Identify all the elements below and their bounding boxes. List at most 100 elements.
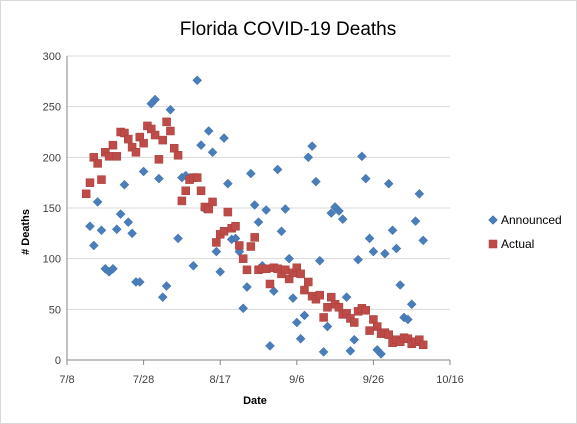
x-tick-label: 9/26 [363,374,384,386]
y-tick-label: 250 [43,102,61,114]
data-point-announced [364,233,375,244]
legend: Announced Actual [488,213,562,251]
data-point-announced [207,147,218,158]
legend-marker-announced [488,215,498,225]
data-point-actual [319,313,328,322]
x-tick-labels: 7/8 7/28 8/17 9/6 9/26 10/16 [59,374,463,386]
data-point-announced [406,299,417,310]
x-tick-label: 7/28 [133,374,154,386]
y-tick-label: 100 [43,254,61,266]
data-point-actual [418,340,428,350]
data-point-actual [384,330,393,339]
data-point-announced [357,151,367,162]
data-point-actual [104,152,114,161]
data-point-actual [108,140,118,150]
data-point-announced [295,333,306,344]
data-point-announced [376,349,386,359]
data-point-actual [372,322,382,331]
data-point-actual [177,196,187,206]
data-point-announced [261,205,272,215]
data-point-actual [242,265,252,275]
y-tick-label: 50 [49,304,61,316]
data-point-announced [314,255,325,266]
data-point-actual [238,254,248,263]
data-point-actual [334,303,344,312]
data-point-announced [349,334,360,345]
data-point-actual [265,279,275,289]
x-tick-label: 7/8 [59,374,74,386]
x-tick-label: 8/17 [209,374,230,386]
data-point-announced [418,235,429,246]
data-point-actual [169,143,179,153]
data-point-actual [196,186,206,196]
data-point-announced [307,141,317,152]
data-point-announced [268,286,279,296]
data-point-announced [123,217,134,228]
data-point-announced [414,188,425,199]
data-point-announced [276,226,287,237]
data-point-actual [361,306,370,315]
data-point-announced [360,173,371,184]
data-point-actual [300,285,309,295]
data-point-announced [245,168,256,179]
series-actual [81,117,428,350]
data-point-announced [383,178,394,189]
data-point-actual [112,152,122,161]
data-point-actual [246,242,256,251]
data-point-actual [173,151,183,160]
legend-label: Actual [501,237,534,251]
x-axis-label: Date [243,395,267,407]
data-point-announced [238,303,249,314]
data-point-actual [181,186,190,196]
data-point-actual [150,130,160,140]
data-point-announced [150,94,160,105]
data-point-announced [165,104,176,115]
data-point-announced [203,126,214,136]
data-point-announced [337,214,348,225]
data-point-announced [211,246,222,257]
data-point-actual [365,326,374,335]
data-point-announced [88,240,99,251]
legend-marker-actual [488,239,498,249]
data-point-actual [162,117,171,127]
data-point-announced [387,225,398,236]
data-point-announced [265,340,275,351]
data-point-actual [124,134,133,144]
data-point-actual [139,138,148,148]
data-point-announced [161,281,172,291]
data-point-announced [157,292,168,303]
data-point-announced [368,246,379,257]
data-point-announced [111,224,122,235]
data-point-announced [395,280,406,290]
data-point-announced [154,173,164,184]
data-point-actual [97,175,106,184]
data-point-announced [196,140,206,151]
data-point-actual [219,227,229,236]
data-point-announced [318,347,329,357]
y-tick-label: 300 [43,51,61,63]
data-point-actual [327,292,336,302]
data-point-announced [134,277,145,287]
data-point-announced [108,263,118,274]
data-point-announced [249,200,260,210]
data-point-announced [138,166,149,177]
data-point-actual [315,290,325,300]
data-point-announced [219,133,229,143]
data-point-actual [369,315,378,324]
data-point-announced [410,216,421,227]
data-point-actual [154,155,164,164]
data-point-announced [391,243,402,254]
data-point-announced [284,253,294,264]
data-point-actual [166,126,175,136]
data-point-announced [288,293,298,304]
data-point-actual [85,178,95,187]
data-point-announced [353,254,363,265]
y-tick-labels: 0 50 100 150 200 250 300 [43,51,61,367]
data-point-actual [223,207,233,217]
data-point-announced [280,204,291,214]
data-point-announced [96,225,107,236]
y-tick-label: 150 [43,203,61,215]
data-point-actual [93,159,102,168]
data-point-actual [192,173,202,182]
